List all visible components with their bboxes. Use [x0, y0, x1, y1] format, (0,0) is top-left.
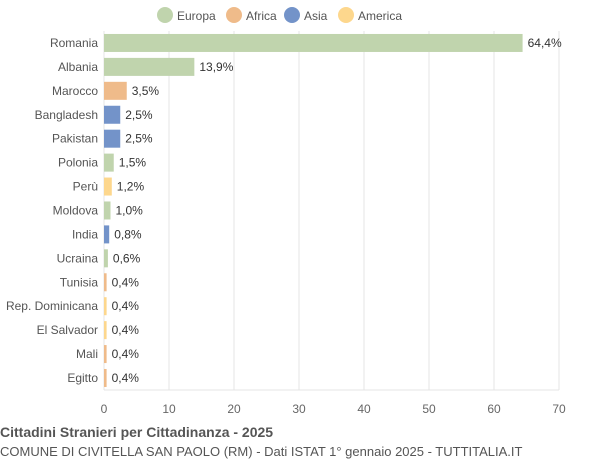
bar-chart: 0 10 20 30 40 50 60 70 Romania 64,4% Albania 13,9% M…: [6, 7, 566, 416]
category-label: Mali: [76, 347, 98, 361]
category-label: Bangladesh: [35, 108, 98, 122]
x-tick-label: 70: [552, 402, 566, 416]
legend-label-africa: Africa: [246, 9, 277, 23]
legend-label-america: America: [358, 9, 402, 23]
bar-romania: [104, 33, 523, 52]
chart-subtitle: COMUNE DI CIVITELLA SAN PAOLO (RM) - Dat…: [0, 444, 523, 459]
data-label: 0,4%: [112, 347, 140, 361]
legend-marker-america: [338, 7, 354, 23]
x-tick-label: 60: [487, 402, 501, 416]
x-tick-label: 20: [227, 402, 241, 416]
data-label: 1,2%: [117, 180, 145, 194]
x-tick-label: 50: [422, 402, 436, 416]
category-label: Egitto: [67, 371, 98, 385]
x-tick-label: 10: [162, 402, 176, 416]
bar-albania: [104, 57, 195, 76]
data-label: 0,6%: [113, 251, 141, 265]
bar-ucraina: [104, 249, 108, 268]
data-label: 1,0%: [116, 203, 144, 217]
bar-mali: [104, 345, 107, 364]
category-label: Ucraina: [57, 251, 99, 265]
x-tick-label: 0: [101, 402, 108, 416]
bar-el-salvador: [104, 321, 107, 340]
category-label: Pakistan: [52, 132, 98, 146]
bar-india: [104, 225, 110, 244]
category-label: Moldova: [53, 203, 99, 217]
bar-pakistan: [104, 129, 121, 148]
legend-marker-asia: [284, 7, 300, 23]
category-label: El Salvador: [37, 323, 98, 337]
bar-per-: [104, 177, 112, 196]
category-label: Marocco: [52, 84, 98, 98]
legend-label-europa: Europa: [177, 9, 216, 23]
chart-title: Cittadini Stranieri per Cittadinanza - 2…: [0, 424, 274, 440]
bar-marocco: [104, 81, 127, 100]
bar-rep-dominicana: [104, 297, 107, 316]
bar-bangladesh: [104, 105, 121, 124]
bar-polonia: [104, 153, 114, 172]
data-label: 13,9%: [199, 60, 233, 74]
data-label: 0,8%: [114, 227, 142, 241]
legend-label-asia: Asia: [304, 9, 328, 23]
data-label: 1,5%: [119, 156, 147, 170]
data-label: 3,5%: [132, 84, 160, 98]
data-label: 2,5%: [125, 108, 153, 122]
data-label: 64,4%: [528, 36, 562, 50]
data-label: 2,5%: [125, 132, 153, 146]
category-label: Rep. Dominicana: [6, 299, 98, 313]
x-tick-label: 40: [357, 402, 371, 416]
legend-marker-europa: [157, 7, 173, 23]
bar-egitto: [104, 368, 107, 387]
data-label: 0,4%: [112, 299, 140, 313]
category-label: Romania: [50, 36, 98, 50]
category-label: India: [72, 227, 98, 241]
legend-marker-africa: [226, 7, 242, 23]
bar-tunisia: [104, 273, 107, 292]
category-label: Polonia: [58, 156, 98, 170]
x-tick-label: 30: [292, 402, 306, 416]
data-label: 0,4%: [112, 275, 140, 289]
category-label: Perù: [73, 180, 98, 194]
category-label: Tunisia: [60, 275, 99, 289]
category-label: Albania: [58, 60, 98, 74]
data-label: 0,4%: [112, 323, 140, 337]
bar-moldova: [104, 201, 111, 220]
data-label: 0,4%: [112, 371, 140, 385]
